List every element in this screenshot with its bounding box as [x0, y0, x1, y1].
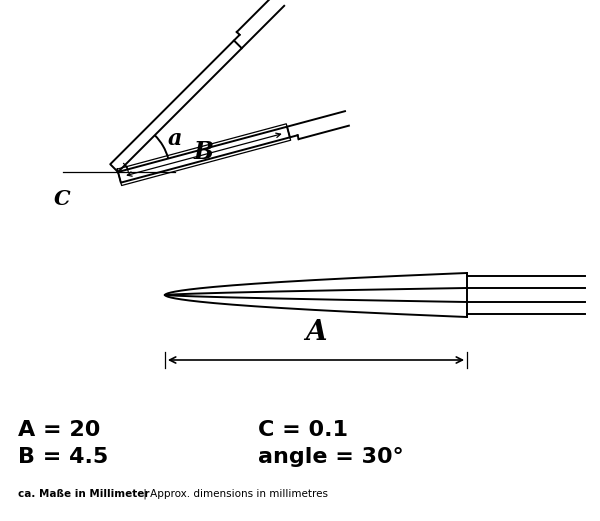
- Text: B = 4.5: B = 4.5: [18, 447, 108, 467]
- Text: C = 0.1: C = 0.1: [258, 420, 348, 440]
- Text: ca. Maße in Millimeter: ca. Maße in Millimeter: [18, 489, 149, 499]
- Text: A = 20: A = 20: [18, 420, 100, 440]
- Text: B: B: [193, 140, 213, 164]
- Text: angle = 30°: angle = 30°: [258, 447, 404, 467]
- Text: A: A: [305, 319, 327, 346]
- Text: | Approx. dimensions in millimetres: | Approx. dimensions in millimetres: [140, 489, 328, 499]
- Text: a: a: [168, 128, 182, 150]
- Text: C: C: [54, 189, 71, 209]
